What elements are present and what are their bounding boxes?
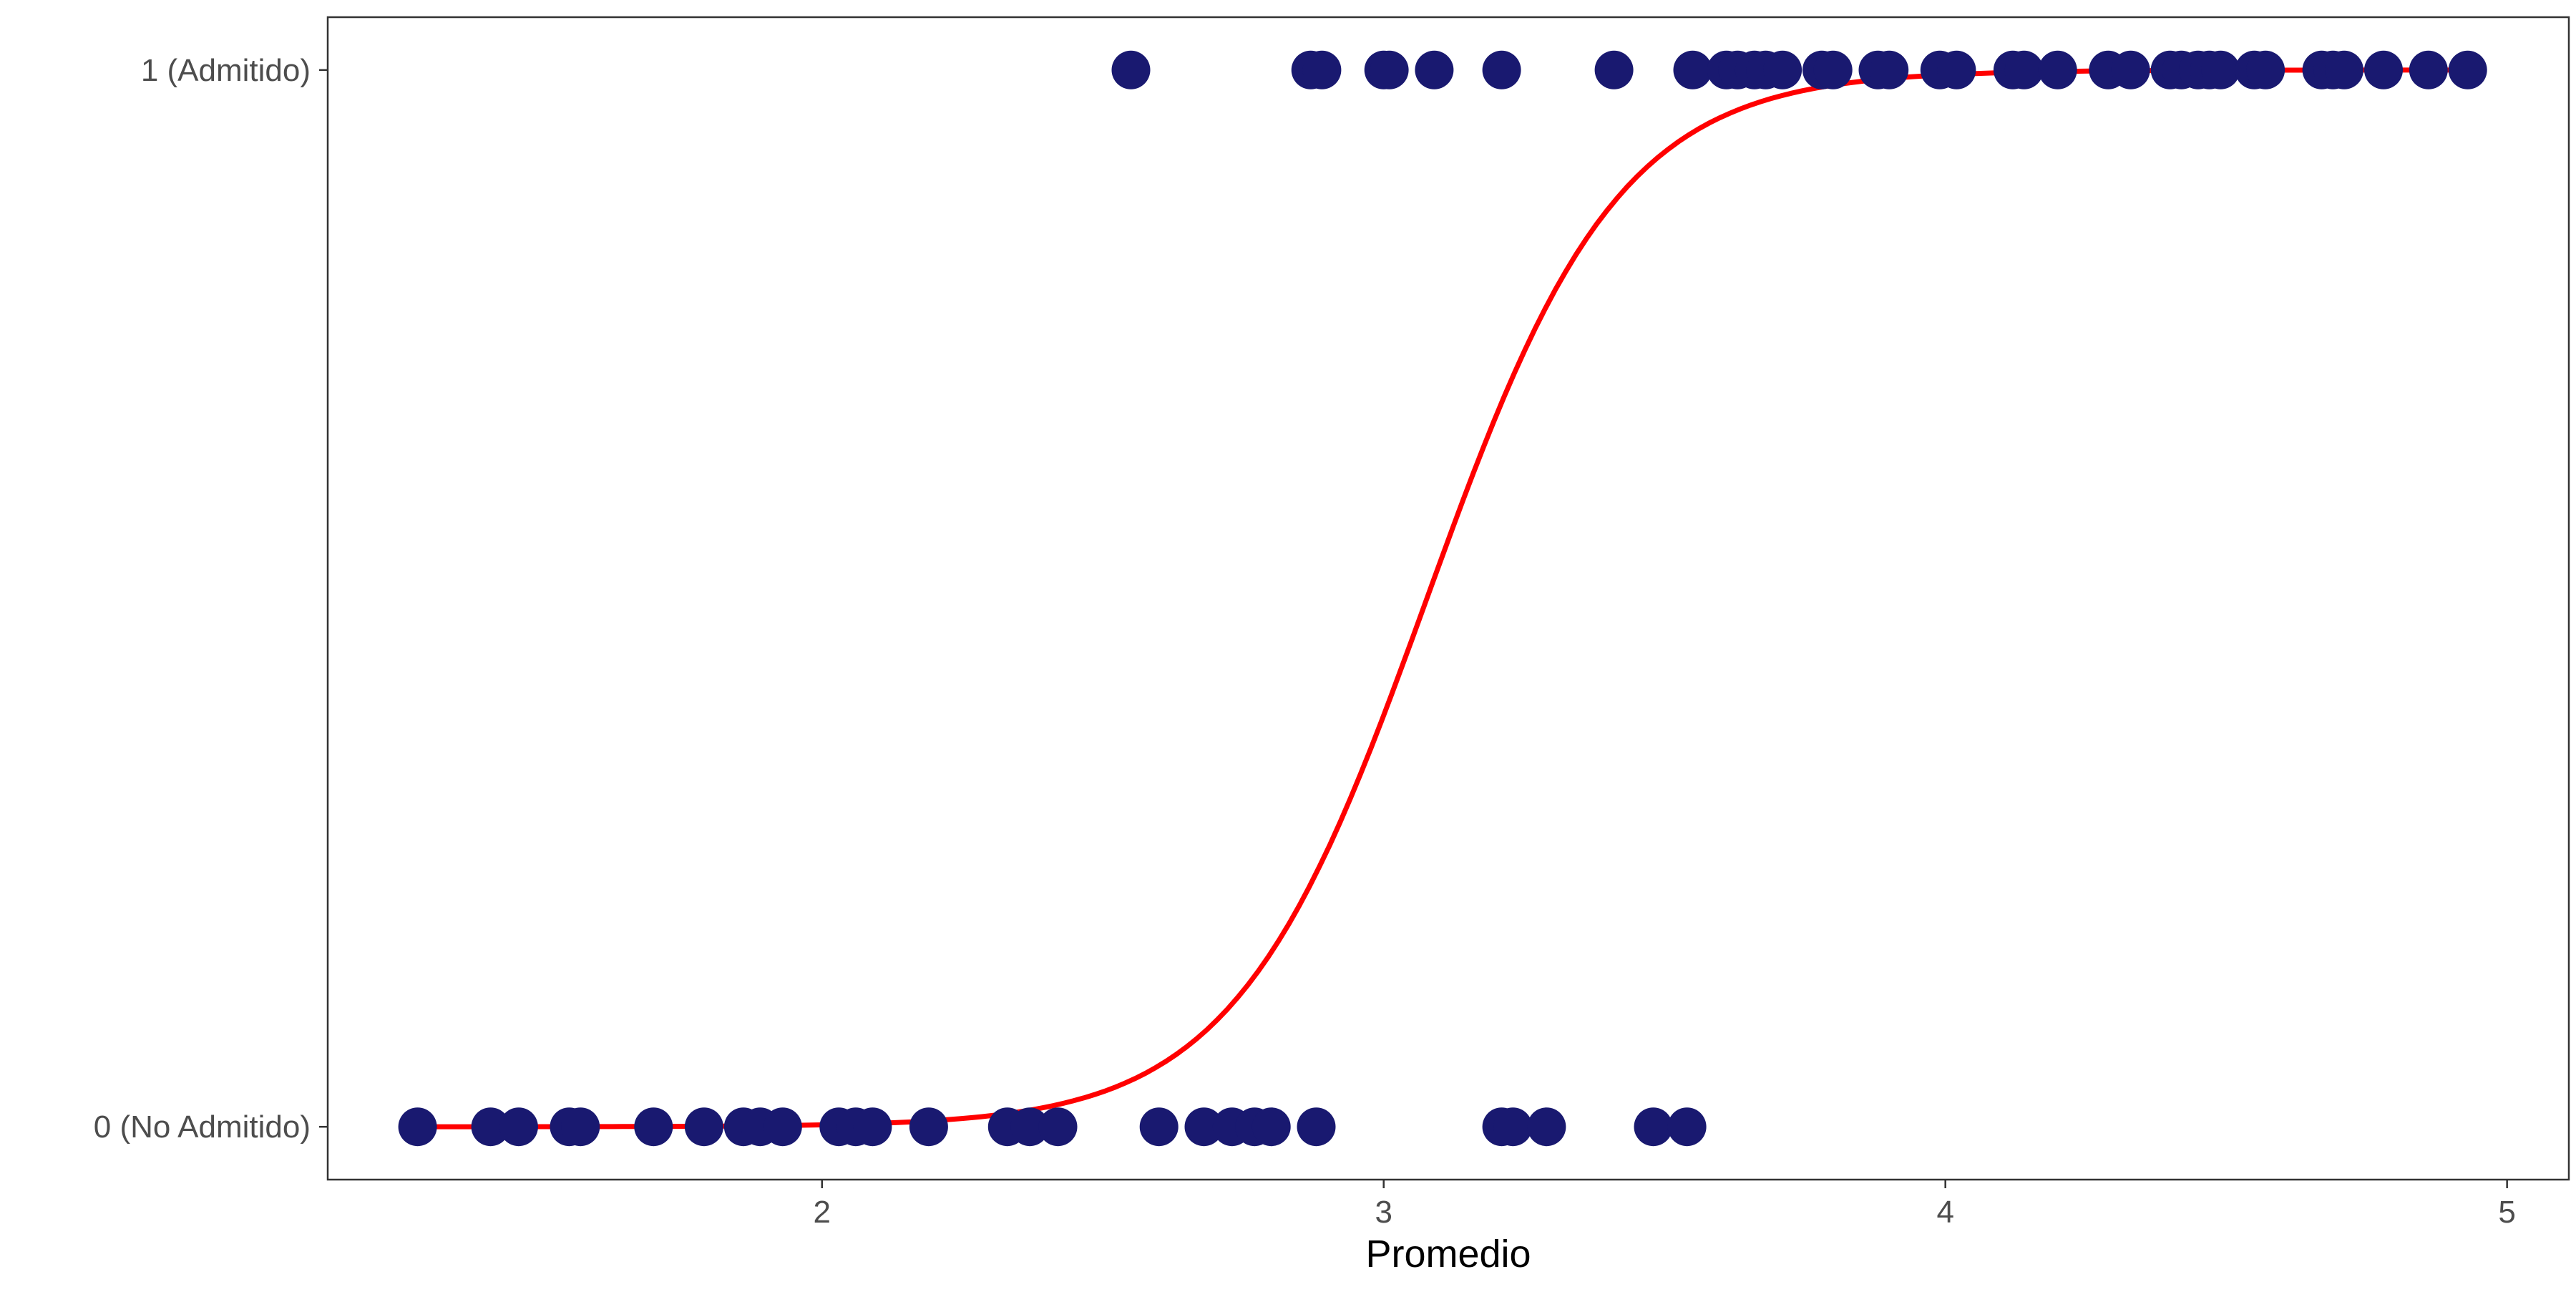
data-point-admitted <box>2004 50 2044 89</box>
data-point-not-admitted <box>1252 1107 1291 1147</box>
data-point-admitted <box>1673 50 1712 89</box>
data-point-not-admitted <box>853 1107 892 1147</box>
data-point-not-admitted <box>684 1107 723 1147</box>
data-point-not-admitted <box>561 1107 600 1147</box>
data-point-admitted <box>1111 50 1151 89</box>
plot-panel <box>326 16 2570 1181</box>
data-point-not-admitted <box>1010 1107 1050 1147</box>
data-point-not-admitted <box>471 1107 510 1147</box>
data-point-admitted <box>1870 50 1909 89</box>
x-tick-label: 5 <box>2498 1195 2515 1230</box>
points-layer <box>398 50 2487 1147</box>
data-point-not-admitted <box>1139 1107 1179 1147</box>
data-point-not-admitted <box>1493 1107 1533 1147</box>
data-point-not-admitted <box>1667 1107 1707 1147</box>
data-point-not-admitted <box>909 1107 948 1147</box>
data-point-not-admitted <box>499 1107 538 1147</box>
data-point-admitted <box>2246 50 2285 89</box>
data-point-admitted <box>1937 50 1976 89</box>
axis-layer: 2 3 4 5 0 (No Admitido) 1 (Admitido) <box>94 53 2516 1230</box>
data-point-not-admitted <box>1527 1107 1566 1147</box>
x-tick-label: 4 <box>1936 1195 1953 1230</box>
x-axis-title: Promedio <box>1365 1233 1531 1276</box>
x-tick-label: 3 <box>1375 1195 1392 1230</box>
data-point-not-admitted <box>1184 1107 1224 1147</box>
x-tick-label: 2 <box>814 1195 831 1230</box>
data-point-admitted <box>1763 50 1802 89</box>
data-point-admitted <box>2325 50 2363 89</box>
data-point-not-admitted <box>398 1107 437 1147</box>
y-tick-label: 1 (Admitido) <box>141 53 311 88</box>
data-point-not-admitted <box>1634 1107 1673 1147</box>
data-point-admitted <box>2111 50 2150 89</box>
data-point-not-admitted <box>1297 1107 1336 1147</box>
data-point-admitted <box>2364 50 2403 89</box>
data-point-admitted <box>1415 50 1454 89</box>
data-point-not-admitted <box>763 1107 802 1147</box>
data-point-admitted <box>1370 50 1409 89</box>
data-point-admitted <box>1813 50 1853 89</box>
data-point-admitted <box>2448 50 2487 89</box>
data-point-admitted <box>1594 50 1634 89</box>
data-point-admitted <box>2201 50 2240 89</box>
data-point-admitted <box>2038 50 2077 89</box>
y-tick-label: 0 (No Admitido) <box>94 1109 311 1145</box>
data-point-admitted <box>2409 50 2448 89</box>
data-point-admitted <box>1302 50 1342 89</box>
data-point-not-admitted <box>634 1107 673 1147</box>
data-point-admitted <box>1482 50 1521 89</box>
data-point-not-admitted <box>1038 1107 1078 1147</box>
